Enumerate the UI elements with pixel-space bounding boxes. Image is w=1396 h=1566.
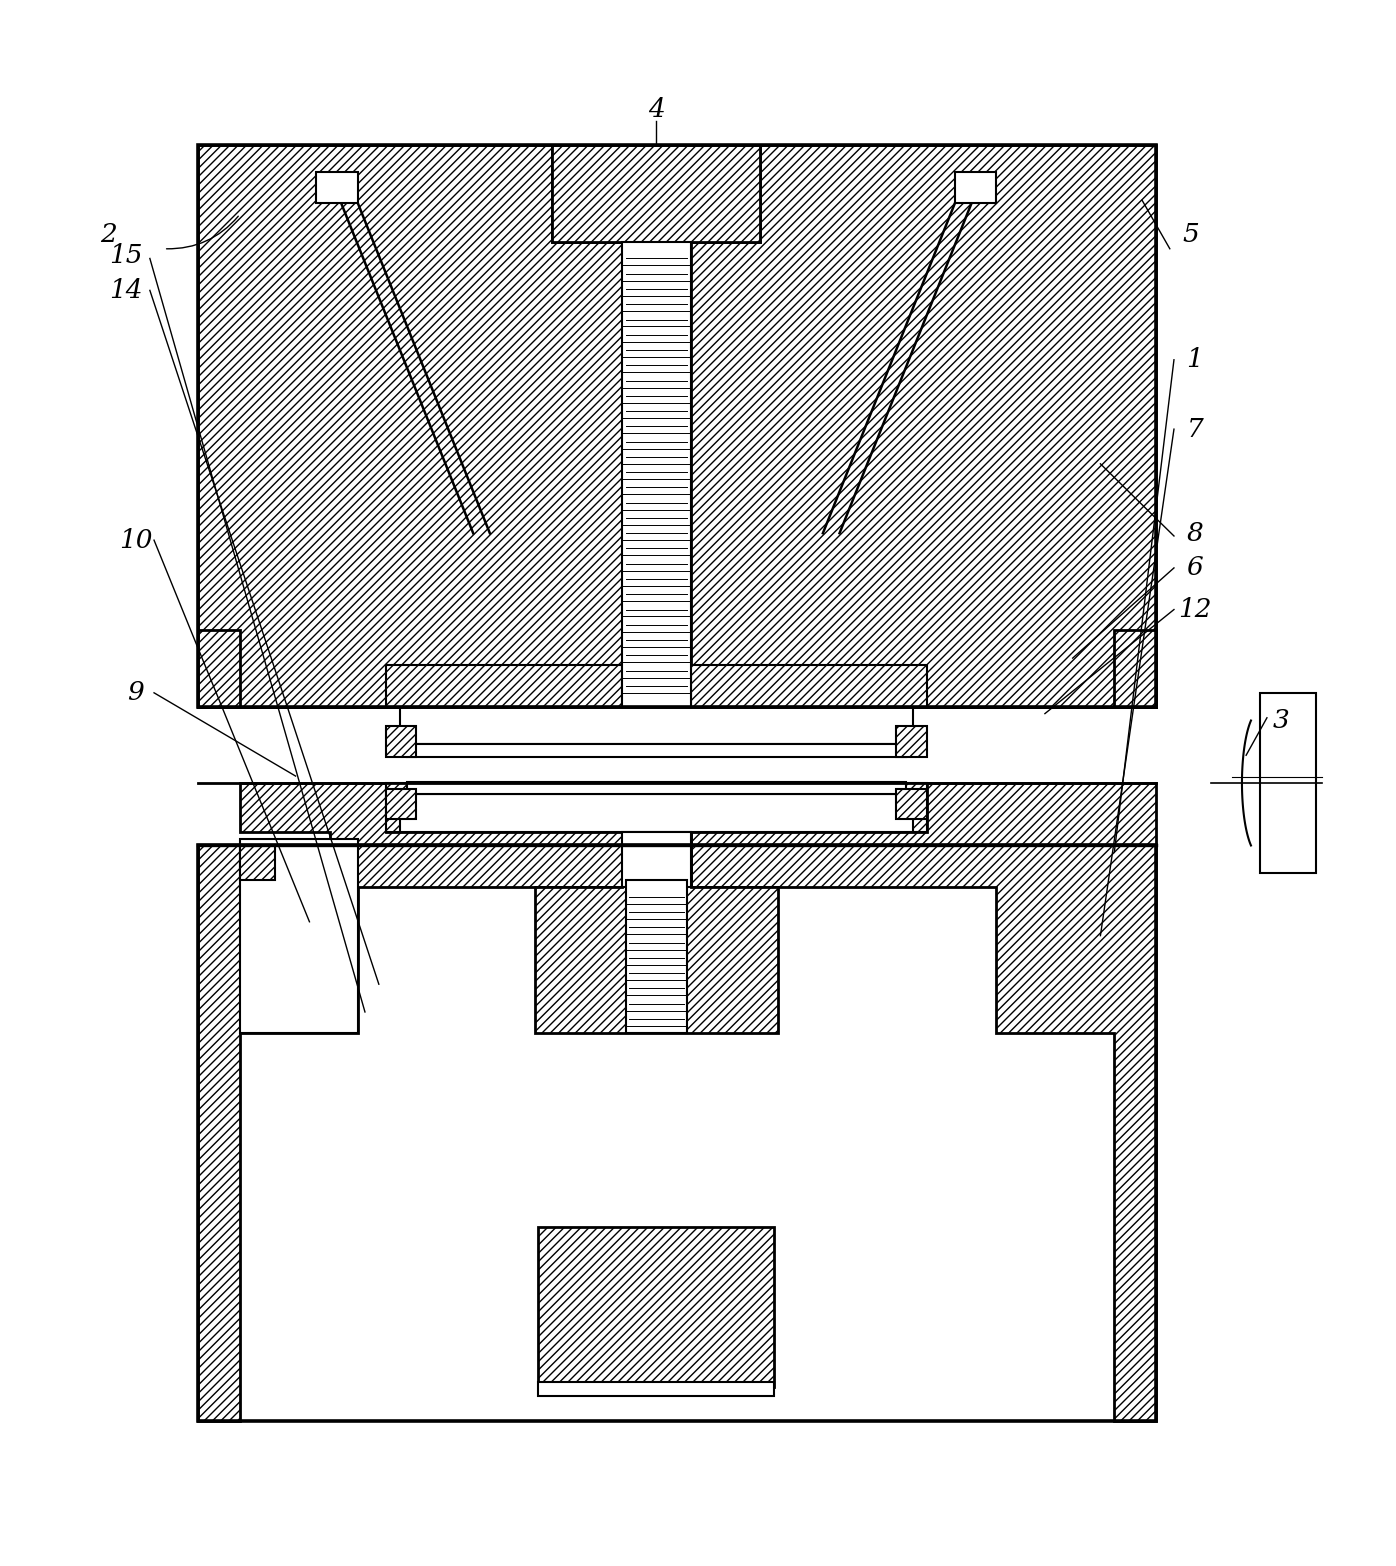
Polygon shape [691, 144, 1156, 706]
Text: 2: 2 [101, 222, 117, 247]
Bar [317, 172, 357, 204]
Bar [896, 789, 927, 819]
Polygon shape [691, 666, 927, 706]
Bar [1261, 692, 1315, 874]
Bar [406, 781, 906, 794]
Text: 10: 10 [119, 528, 152, 553]
Bar [955, 172, 997, 204]
Bar [539, 1228, 775, 1386]
Bar [385, 789, 416, 819]
Text: 7: 7 [1187, 417, 1203, 442]
Text: 12: 12 [1178, 597, 1212, 622]
Text: 8: 8 [1187, 521, 1203, 545]
Text: 15: 15 [109, 243, 142, 268]
Text: 6: 6 [1187, 556, 1203, 581]
Polygon shape [385, 666, 621, 706]
Bar [896, 727, 927, 756]
Text: 14: 14 [109, 277, 142, 302]
Text: 3: 3 [1272, 708, 1289, 733]
Bar [198, 144, 1156, 706]
Polygon shape [198, 783, 621, 1422]
Text: 1: 1 [1187, 348, 1203, 373]
Polygon shape [1114, 631, 1156, 706]
Bar [399, 794, 913, 832]
Text: 4: 4 [648, 97, 664, 122]
Bar [406, 744, 906, 756]
Bar [399, 706, 913, 744]
Polygon shape [691, 783, 927, 832]
Bar [539, 1383, 775, 1397]
Text: 5: 5 [1182, 222, 1199, 247]
Bar [240, 846, 275, 880]
Text: 9: 9 [127, 680, 144, 705]
Bar [625, 880, 687, 1034]
Polygon shape [553, 144, 761, 241]
Polygon shape [198, 144, 621, 706]
Bar [621, 832, 691, 886]
Polygon shape [691, 783, 1156, 1422]
Bar [240, 838, 357, 1034]
Polygon shape [198, 631, 240, 706]
Bar [198, 846, 1156, 1422]
Polygon shape [385, 783, 621, 832]
Polygon shape [535, 832, 778, 1034]
Bar [621, 241, 691, 706]
Bar [385, 727, 416, 756]
